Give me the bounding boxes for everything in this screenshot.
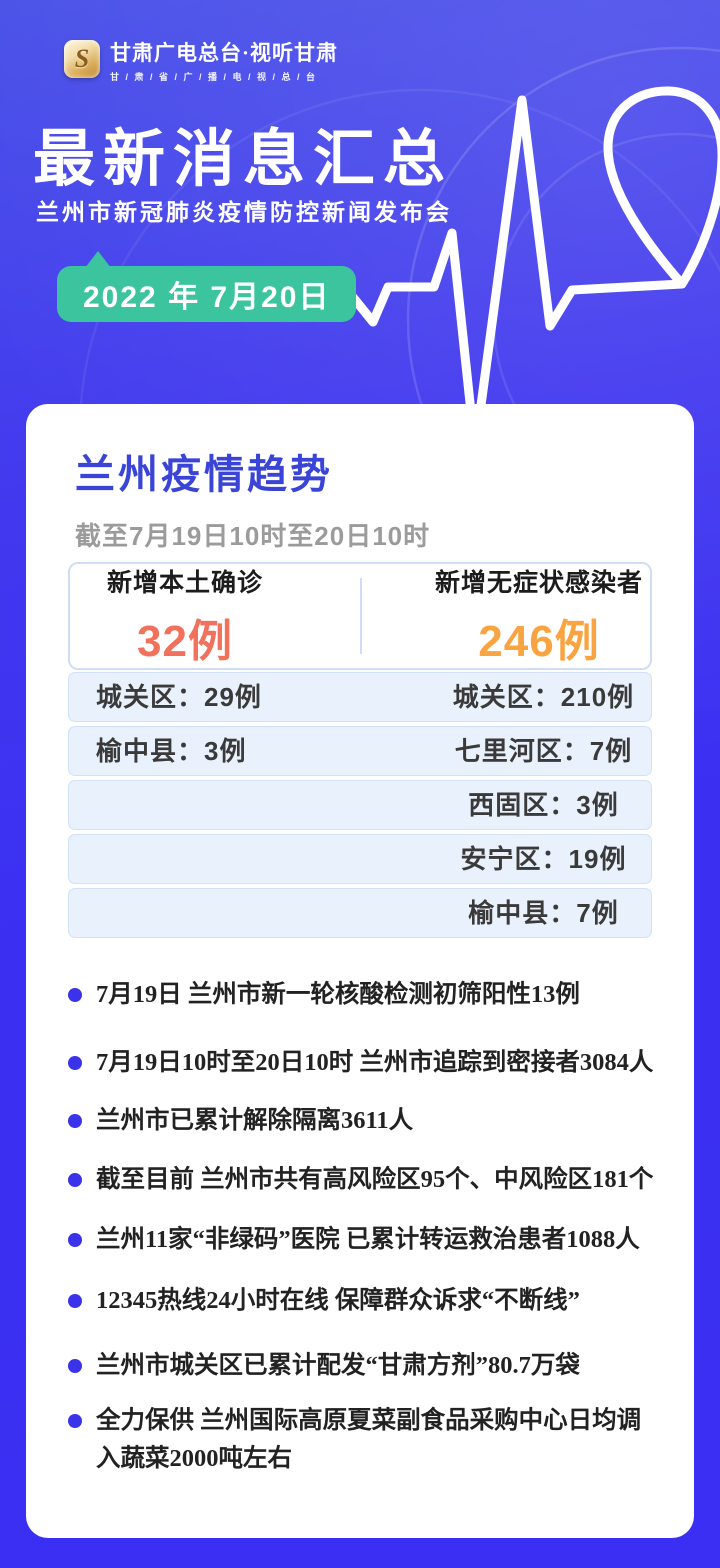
list-item: 12345热线24小时在线 保障群众诉求“不断线” bbox=[66, 1282, 658, 1320]
card-period: 截至7月19日10时至20日10时 bbox=[75, 521, 431, 551]
brand-name: 甘肃广电总台·视听甘肃 bbox=[110, 41, 339, 65]
brand-logo-icon: S bbox=[64, 40, 100, 78]
bullet-dot-icon bbox=[68, 1414, 82, 1428]
confirmed-value: 32例 bbox=[137, 617, 233, 666]
list-item-text: 截至目前 兰州市共有高风险区95个、中风险区181个 bbox=[96, 1166, 654, 1193]
summary-divider bbox=[360, 578, 362, 654]
drop-outline bbox=[603, 86, 720, 289]
decor-circle-left bbox=[78, 88, 720, 420]
page-subtitle: 兰州市新冠肺炎疫情防控新闻发布会 bbox=[36, 199, 452, 225]
bullet-dot-icon bbox=[68, 1114, 82, 1128]
list-item: 兰州11家“非绿码”医院 已累计转运救治患者1088人 bbox=[66, 1221, 658, 1259]
list-item-text: 7月19日 兰州市新一轮核酸检测初筛阳性13例 bbox=[96, 981, 580, 1008]
asymptomatic-label: 新增无症状感染者 bbox=[434, 569, 643, 597]
table-row: 城关区：29例 城关区：210例 bbox=[68, 672, 652, 722]
row-right-cell: 榆中县：7例 bbox=[468, 898, 619, 928]
list-item-text: 7月19日10时至20日10时 兰州市追踪到密接者3084人 bbox=[96, 1049, 654, 1076]
table-row: 榆中县：7例 bbox=[68, 888, 652, 938]
bullet-dot-icon bbox=[68, 1233, 82, 1247]
decor-circle-outer bbox=[406, 46, 720, 420]
district-rows: 城关区：29例 城关区：210例榆中县：3例 七里河区：7例 西固区：3例 安宁区：19… bbox=[68, 672, 652, 942]
row-right-cell: 安宁区：19例 bbox=[460, 844, 627, 874]
ecg-heartbeat-decoration bbox=[78, 46, 720, 420]
summary-confirmed: 新增本土确诊 32例 bbox=[40, 564, 330, 668]
brand-logo: S 甘肃广电总台·视听甘肃 甘 / 肃 / 省 / 广 / 播 / 电 / 视 … bbox=[64, 40, 338, 83]
list-item-text: 全力保供 兰州国际高原夏菜副食品采购中心日均调入蔬菜2000吨左右 bbox=[96, 1407, 642, 1472]
summary-asymptomatic: 新增无症状感染者 246例 bbox=[394, 564, 684, 668]
list-item: 7月19日 兰州市新一轮核酸检测初筛阳性13例 bbox=[66, 976, 658, 1014]
table-row: 安宁区：19例 bbox=[68, 834, 652, 884]
row-left-cell: 榆中县：3例 bbox=[96, 736, 247, 766]
summary-table: 新增本土确诊 32例 新增无症状感染者 246例 bbox=[68, 562, 652, 670]
row-right-cell: 七里河区：7例 bbox=[454, 736, 633, 766]
bullet-dot-icon bbox=[68, 1173, 82, 1187]
list-item-text: 兰州11家“非绿码”医院 已累计转运救治患者1088人 bbox=[96, 1226, 640, 1253]
bullet-dot-icon bbox=[68, 1056, 82, 1070]
confirmed-label: 新增本土确诊 bbox=[106, 569, 263, 597]
ecg-line bbox=[347, 95, 687, 420]
list-item: 全力保供 兰州国际高原夏菜副食品采购中心日均调入蔬菜2000吨左右 bbox=[66, 1402, 658, 1478]
list-item: 7月19日10时至20日10时 兰州市追踪到密接者3084人 bbox=[66, 1044, 658, 1082]
table-row: 榆中县：3例 七里河区：7例 bbox=[68, 726, 652, 776]
epidemic-card: 兰州疫情趋势 截至7月19日10时至20日10时 新增本土确诊 32例 新增无症… bbox=[26, 404, 694, 1538]
row-right-cell: 西固区：3例 bbox=[468, 790, 619, 820]
logo-letter: S bbox=[74, 44, 90, 73]
date-badge: 2022 年 7月20日 bbox=[57, 251, 357, 322]
asymptomatic-value: 246例 bbox=[478, 617, 600, 666]
list-item: 兰州市城关区已累计配发“甘肃方剂”80.7万袋 bbox=[66, 1347, 658, 1385]
list-item-text: 12345热线24小时在线 保障群众诉求“不断线” bbox=[96, 1287, 580, 1314]
bullet-dot-icon bbox=[68, 1359, 82, 1373]
bullet-dot-icon bbox=[68, 988, 82, 1002]
list-item-text: 兰州市城关区已累计配发“甘肃方剂”80.7万袋 bbox=[96, 1352, 580, 1379]
list-item: 截至目前 兰州市共有高风险区95个、中风险区181个 bbox=[66, 1161, 658, 1199]
list-item: 兰州市已累计解除隔离3611人 bbox=[66, 1102, 658, 1140]
page-title: 最新消息汇总 bbox=[33, 125, 454, 194]
table-row: 西固区：3例 bbox=[68, 780, 652, 830]
date-badge-pointer bbox=[85, 251, 111, 268]
brand-subtitle: 甘 / 肃 / 省 / 广 / 播 / 电 / 视 / 总 / 台 bbox=[110, 72, 318, 82]
date-badge-text: 2022 年 7月20日 bbox=[83, 281, 331, 314]
row-right-cell: 城关区：210例 bbox=[452, 682, 635, 712]
bullet-dot-icon bbox=[68, 1294, 82, 1308]
row-left-cell: 城关区：29例 bbox=[96, 682, 262, 712]
card-title: 兰州疫情趋势 bbox=[75, 453, 333, 497]
news-bullet-list: 7月19日 兰州市新一轮核酸检测初筛阳性13例 7月19日10时至20日10时 兰… bbox=[66, 976, 658, 1478]
list-item-text: 兰州市已累计解除隔离3611人 bbox=[96, 1107, 414, 1134]
